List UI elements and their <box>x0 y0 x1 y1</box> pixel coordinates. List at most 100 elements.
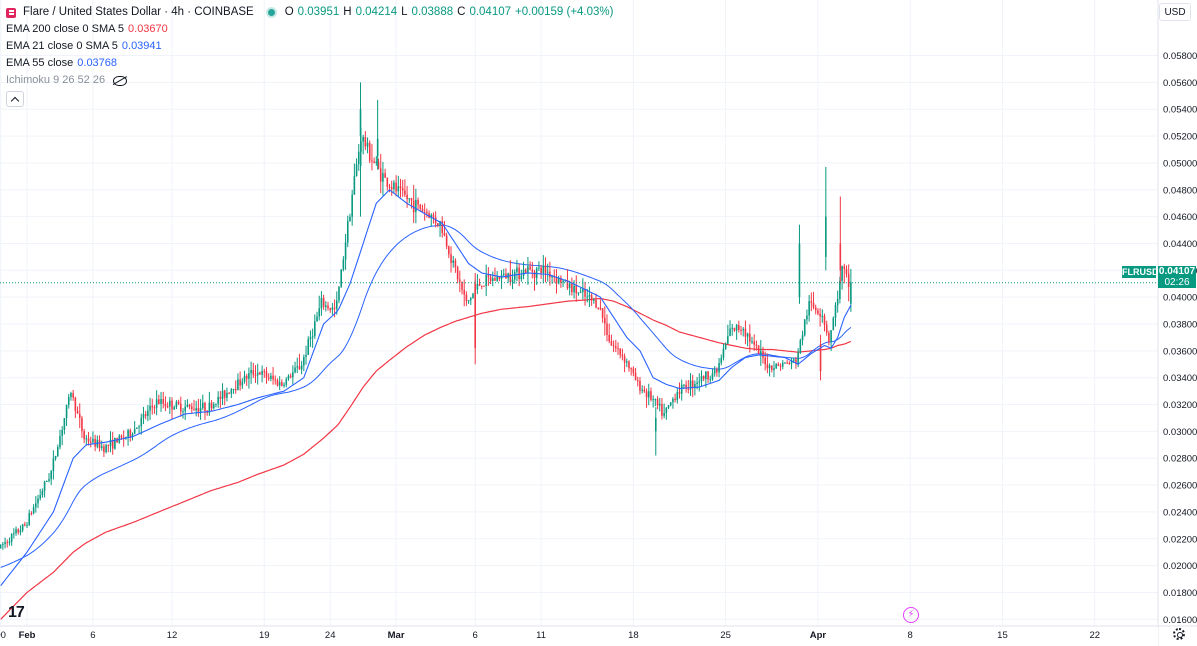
currency-button[interactable]: USD <box>1159 3 1191 21</box>
time-axis[interactable]: 00 Feb 6 12 19 24 Mar 6 11 18 25 Apr 8 15 22 <box>0 625 1197 646</box>
candle <box>331 303 334 315</box>
collapse-legend-button[interactable] <box>6 91 24 107</box>
gear-icon[interactable] <box>1173 628 1185 640</box>
candle <box>667 405 670 410</box>
candle <box>465 291 468 306</box>
candle <box>153 404 156 414</box>
candle <box>713 366 716 377</box>
candle <box>654 398 657 407</box>
symbol-row[interactable]: Flare / United States Dollar · 4h · COIN… <box>6 4 613 21</box>
candle <box>138 424 140 434</box>
candle <box>217 391 219 408</box>
candle <box>450 246 452 273</box>
x-tick-label: 11 <box>536 630 546 641</box>
indicator-ema-200[interactable]: EMA 200 close 0 SMA 5 0.03670 <box>6 21 613 38</box>
candle <box>395 175 397 197</box>
candle <box>325 301 327 312</box>
candle <box>456 265 459 284</box>
symbol-title[interactable]: Flare / United States Dollar · 4h · COIN… <box>23 6 254 18</box>
y-tick-label: 0.05800 <box>1163 51 1197 62</box>
candle <box>467 300 470 304</box>
candle <box>494 267 496 281</box>
candle <box>749 324 751 353</box>
candle <box>94 434 96 452</box>
candle <box>828 330 830 346</box>
candle <box>448 245 450 259</box>
hidden-eye-icon[interactable] <box>113 75 128 86</box>
candle <box>219 391 222 409</box>
candle <box>355 158 358 177</box>
indicator-label: EMA 21 close 0 SMA 5 <box>6 40 118 52</box>
candle <box>810 292 813 312</box>
change-value: +0.00159 (+4.03%) <box>515 6 614 18</box>
indicator-ichimoku[interactable]: Ichimoku 9 26 52 26 <box>6 72 613 89</box>
candle <box>54 455 57 461</box>
candle <box>397 175 400 197</box>
candle <box>531 261 534 279</box>
candle <box>546 263 549 282</box>
candle <box>439 220 441 237</box>
candle <box>144 410 147 420</box>
candle <box>540 264 542 279</box>
candle <box>516 259 518 282</box>
candle <box>691 374 694 398</box>
candle <box>237 373 239 391</box>
candle <box>850 268 852 312</box>
candle <box>164 396 167 412</box>
indicator-ema-21[interactable]: EMA 21 close 0 SMA 5 0.03941 <box>6 38 613 55</box>
candle <box>781 360 784 370</box>
candle <box>744 320 747 345</box>
candle <box>267 373 270 381</box>
candle <box>263 368 266 378</box>
candles <box>0 82 852 550</box>
price-axis[interactable]: 0.01600 0.01800 0.02000 0.02200 0.02400 0.026… <box>1157 0 1197 646</box>
candle <box>773 361 775 378</box>
candle <box>177 399 180 406</box>
candle <box>634 368 637 381</box>
tradingview-logo[interactable]: 17 <box>8 604 25 621</box>
indicator-value: 0.03768 <box>77 57 118 69</box>
candle <box>779 363 782 371</box>
candle <box>364 131 367 151</box>
candle <box>544 257 547 283</box>
candle <box>643 385 646 393</box>
y-tick-label: 0.03000 <box>1163 427 1197 438</box>
candle <box>329 307 331 313</box>
candle <box>579 287 582 294</box>
candle <box>584 281 586 306</box>
candle <box>234 380 237 394</box>
candle <box>753 334 756 351</box>
candle <box>817 308 819 316</box>
candle <box>0 544 2 549</box>
indicator-label: EMA 55 close <box>6 57 74 69</box>
y-tick-label: 0.04600 <box>1163 212 1197 223</box>
candle <box>78 403 81 429</box>
x-tick-label: 22 <box>1089 630 1100 641</box>
candle <box>193 399 195 411</box>
candle <box>274 375 277 385</box>
candle <box>190 402 193 413</box>
candle <box>751 336 753 345</box>
candle <box>43 480 46 498</box>
y-tick-label: 0.03200 <box>1163 400 1197 411</box>
candle <box>836 290 839 313</box>
candle <box>283 382 285 388</box>
candle <box>599 299 602 311</box>
candle <box>85 434 88 446</box>
candle <box>173 405 176 410</box>
candle <box>463 279 466 307</box>
lightning-icon[interactable]: ⚡ <box>903 607 919 623</box>
candle <box>694 380 696 396</box>
candle <box>45 480 48 482</box>
candle <box>650 387 652 402</box>
candle <box>847 264 850 302</box>
candle <box>215 403 217 408</box>
candle <box>151 398 154 415</box>
candle <box>320 291 323 316</box>
y-tick-label: 0.02800 <box>1163 454 1197 465</box>
candle <box>63 417 66 435</box>
candle <box>410 197 413 209</box>
indicator-ema-55[interactable]: EMA 55 close 0.03768 <box>6 55 613 72</box>
candle <box>276 378 279 387</box>
